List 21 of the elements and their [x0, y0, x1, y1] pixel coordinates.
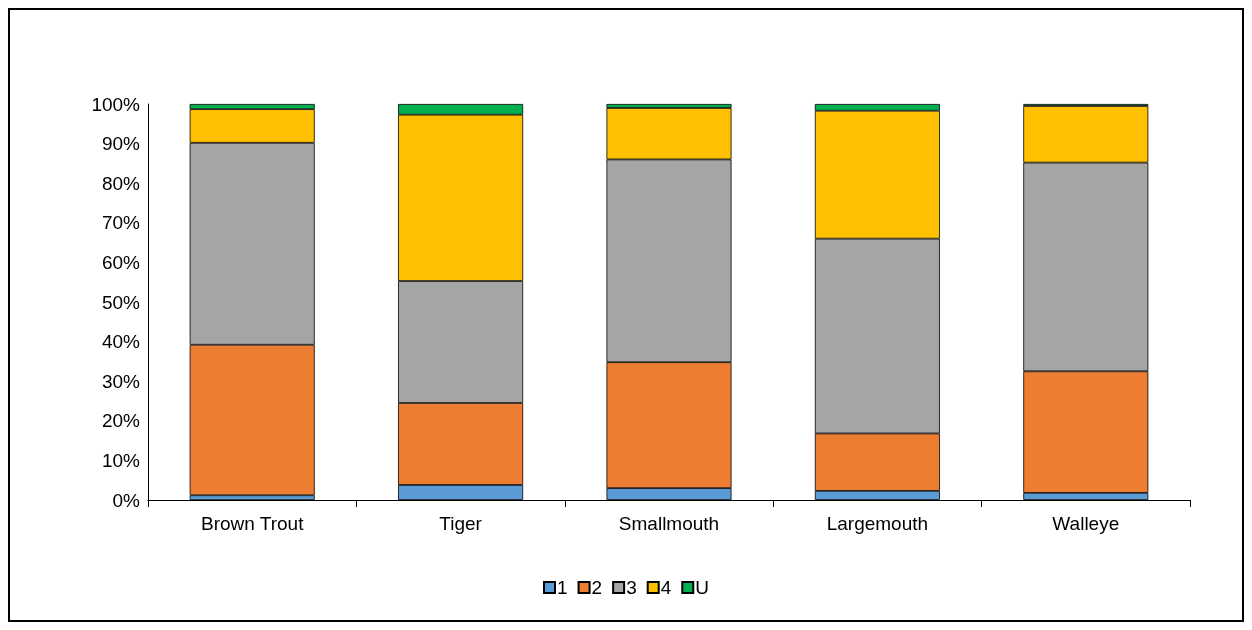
- y-tick-label: 80%: [101, 172, 141, 194]
- y-tick-label: 70%: [101, 212, 141, 234]
- y-tick-label: 40%: [101, 331, 141, 353]
- x-tick-label: Brown Trout: [200, 513, 305, 534]
- legend-label: 2: [591, 577, 603, 598]
- x-tick-label: Walleye: [1052, 513, 1120, 534]
- y-tick-label: 100%: [91, 93, 141, 115]
- y-tick-label: 0%: [112, 489, 141, 511]
- y-tick-label: 20%: [101, 410, 141, 432]
- legend-label: 4: [660, 577, 672, 598]
- y-tick-label: 90%: [101, 133, 141, 155]
- x-tick-label: Tiger: [439, 513, 483, 534]
- x-tick-label: Largemouth: [826, 513, 929, 534]
- y-tick-label: 10%: [101, 449, 141, 471]
- legend-label: 3: [626, 577, 637, 598]
- y-tick-label: 50%: [101, 291, 141, 313]
- y-tick-label: 60%: [101, 251, 141, 273]
- y-tick-label: 30%: [101, 370, 141, 392]
- legend-label: 1: [557, 577, 568, 598]
- legend-label: U: [695, 577, 710, 598]
- x-tick-label: Smallmouth: [618, 513, 720, 534]
